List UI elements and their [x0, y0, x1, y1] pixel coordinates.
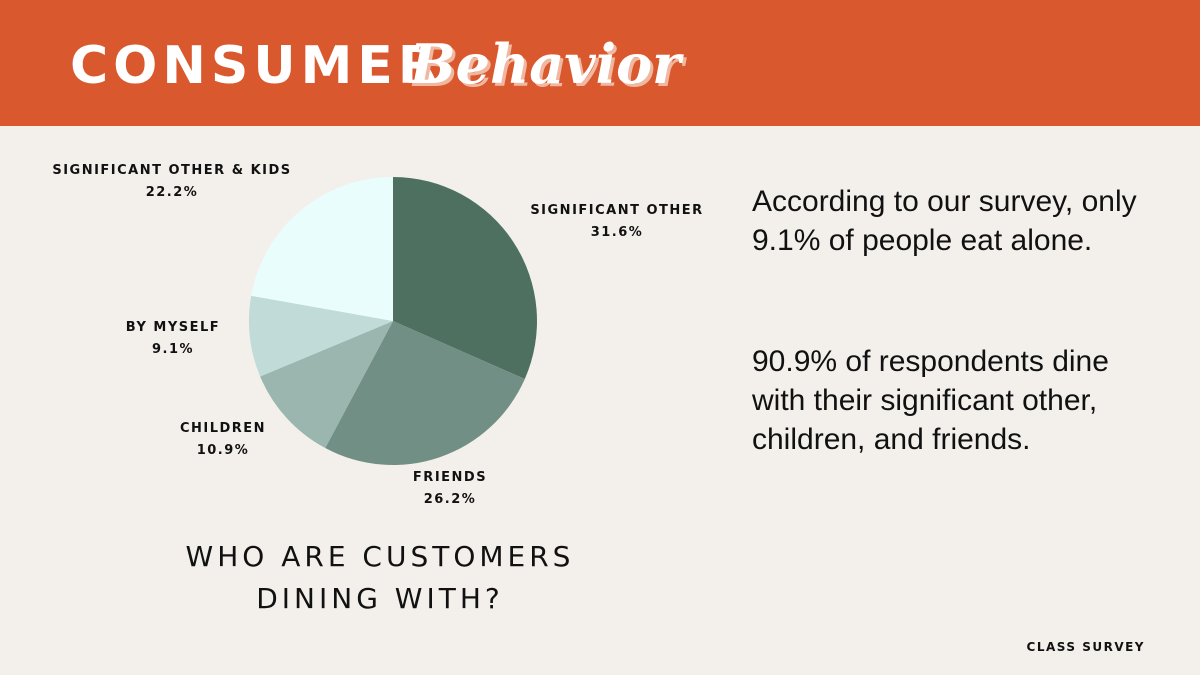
chart-caption-line-1: WHO ARE CUSTOMERS — [185, 540, 575, 573]
pie-slice-children — [260, 321, 393, 449]
slice-label: SIGNIFICANT OTHER & KIDS — [52, 163, 291, 178]
slice-label: BY MYSELF — [126, 320, 220, 335]
slice-value-label: 26.2% — [424, 492, 477, 507]
chart-caption: WHO ARE CUSTOMERS DINING WITH? — [180, 536, 580, 620]
chart-caption-line-2: DINING WITH? — [256, 582, 504, 615]
body-paragraph-1: According to our survey, only 9.1% of pe… — [752, 185, 1137, 257]
header-banner: CONSUMER Behavior — [0, 0, 1200, 126]
slice-value-label: 9.1% — [152, 342, 194, 357]
footer-label: CLASS SURVEY — [1026, 640, 1145, 654]
page-title-script: Behavior — [410, 32, 681, 96]
slice-value-label: 22.2% — [146, 185, 199, 200]
slice-value-label: 10.9% — [197, 443, 250, 458]
pie-slice-by-myself — [249, 295, 393, 377]
body-paragraph-2: 90.9% of respondents dine with their sig… — [752, 345, 1109, 456]
slice-label: SIGNIFICANT OTHER — [530, 203, 703, 218]
slice-label: CHILDREN — [180, 421, 266, 436]
page-title: CONSUMER — [70, 36, 443, 96]
slice-label: FRIENDS — [413, 470, 487, 485]
pie-slice-significant-other — [393, 177, 537, 380]
pie-chart: SIGNIFICANT OTHER 31.6% FRIENDS 26.2% CHILDR… — [52, 163, 703, 507]
pie-slice-significant-other-kids — [251, 177, 393, 321]
slice-value-label: 31.6% — [591, 225, 644, 240]
pie-slice-friends — [325, 321, 525, 466]
